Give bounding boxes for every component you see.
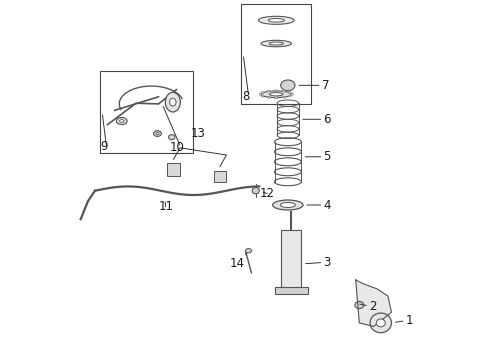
Ellipse shape <box>165 92 180 112</box>
Text: 14: 14 <box>230 253 247 270</box>
Ellipse shape <box>289 95 291 97</box>
Ellipse shape <box>153 131 161 136</box>
Text: 10: 10 <box>170 141 185 154</box>
Ellipse shape <box>376 319 385 327</box>
Bar <box>275 287 308 294</box>
Ellipse shape <box>355 301 364 309</box>
Bar <box>100 71 193 153</box>
Ellipse shape <box>268 19 284 22</box>
Ellipse shape <box>275 90 278 92</box>
Ellipse shape <box>283 90 286 92</box>
Ellipse shape <box>370 313 392 333</box>
Ellipse shape <box>270 93 283 96</box>
Ellipse shape <box>283 96 286 98</box>
Ellipse shape <box>280 203 295 207</box>
Bar <box>214 171 226 182</box>
Text: 5: 5 <box>305 150 331 163</box>
Ellipse shape <box>261 91 264 94</box>
Bar <box>242 4 311 104</box>
Ellipse shape <box>252 188 259 194</box>
Ellipse shape <box>245 249 252 253</box>
Ellipse shape <box>289 91 291 94</box>
Polygon shape <box>356 280 392 327</box>
Ellipse shape <box>117 117 127 125</box>
Ellipse shape <box>170 98 176 106</box>
Text: 6: 6 <box>303 113 331 126</box>
Ellipse shape <box>259 93 262 95</box>
Text: 7: 7 <box>299 79 329 92</box>
Ellipse shape <box>156 132 159 135</box>
Bar <box>281 230 301 293</box>
Ellipse shape <box>269 42 283 45</box>
Ellipse shape <box>275 97 278 99</box>
Text: 13: 13 <box>191 127 206 140</box>
Ellipse shape <box>267 96 270 98</box>
Ellipse shape <box>281 80 295 91</box>
Ellipse shape <box>267 90 270 92</box>
Text: 9: 9 <box>100 140 108 153</box>
Bar <box>167 163 180 176</box>
Ellipse shape <box>261 95 264 97</box>
Text: 2: 2 <box>360 300 377 313</box>
Ellipse shape <box>120 120 124 122</box>
Text: 12: 12 <box>260 187 275 200</box>
Ellipse shape <box>272 200 303 210</box>
Text: 11: 11 <box>158 200 173 213</box>
Ellipse shape <box>261 91 292 98</box>
Ellipse shape <box>258 16 294 24</box>
Text: 8: 8 <box>243 90 250 103</box>
Text: 4: 4 <box>307 198 331 212</box>
Ellipse shape <box>291 93 294 95</box>
Text: 3: 3 <box>306 256 331 269</box>
Ellipse shape <box>261 40 292 47</box>
Ellipse shape <box>169 135 175 140</box>
Text: 1: 1 <box>395 314 413 327</box>
